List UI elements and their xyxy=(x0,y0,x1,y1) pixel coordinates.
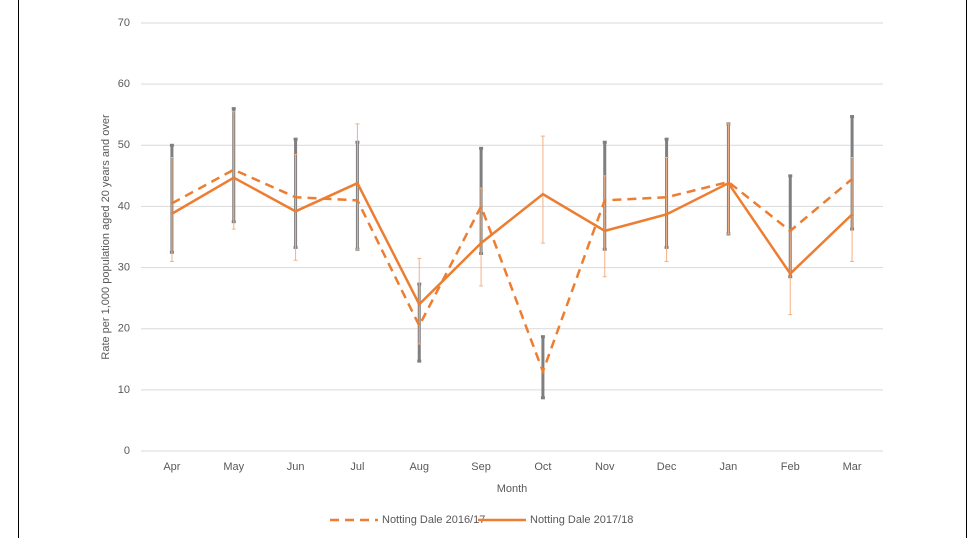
error-bar xyxy=(602,175,607,278)
error-bar xyxy=(479,187,484,287)
error-bar xyxy=(664,157,669,262)
error-bar xyxy=(850,157,855,262)
legend-label: Notting Dale 2016/17 xyxy=(382,514,485,526)
y-tick-label: 20 xyxy=(118,323,130,335)
x-axis-title: Month xyxy=(497,483,528,495)
error-bar xyxy=(231,111,236,230)
x-tick-label: Jul xyxy=(350,461,364,473)
series-line xyxy=(171,176,853,307)
x-tick-label: Jan xyxy=(720,461,738,473)
x-tick-label: Aug xyxy=(409,461,429,473)
y-tick-label: 50 xyxy=(118,139,130,151)
y-tick-label: 10 xyxy=(118,384,130,396)
legend-label: Notting Dale 2017/18 xyxy=(530,514,633,526)
y-tick-label: 70 xyxy=(118,17,130,29)
x-tick-label: Sep xyxy=(471,461,491,473)
error-bar xyxy=(355,123,360,250)
x-tick-label: Oct xyxy=(534,461,551,473)
y-tick-label: 40 xyxy=(118,200,130,212)
error-bar xyxy=(169,157,174,262)
x-tick-label: Jun xyxy=(287,461,305,473)
y-tick-label: 0 xyxy=(124,445,130,457)
x-tick-label: Dec xyxy=(657,461,677,473)
error-bar xyxy=(417,257,422,345)
error-bar xyxy=(540,135,545,244)
error-bar xyxy=(726,123,731,235)
x-tick-label: May xyxy=(223,461,244,473)
error-bar xyxy=(540,335,545,400)
x-tick-label: Mar xyxy=(843,461,862,473)
y-axis-title: Rate per 1,000 population aged 20 years … xyxy=(100,114,112,360)
y-tick-label: 60 xyxy=(118,78,130,90)
y-tick-label: 30 xyxy=(118,261,130,273)
x-tick-label: Nov xyxy=(595,461,615,473)
x-tick-label: Feb xyxy=(781,461,800,473)
series-line xyxy=(171,168,853,376)
error-bar xyxy=(293,153,298,261)
x-tick-label: Apr xyxy=(163,461,180,473)
